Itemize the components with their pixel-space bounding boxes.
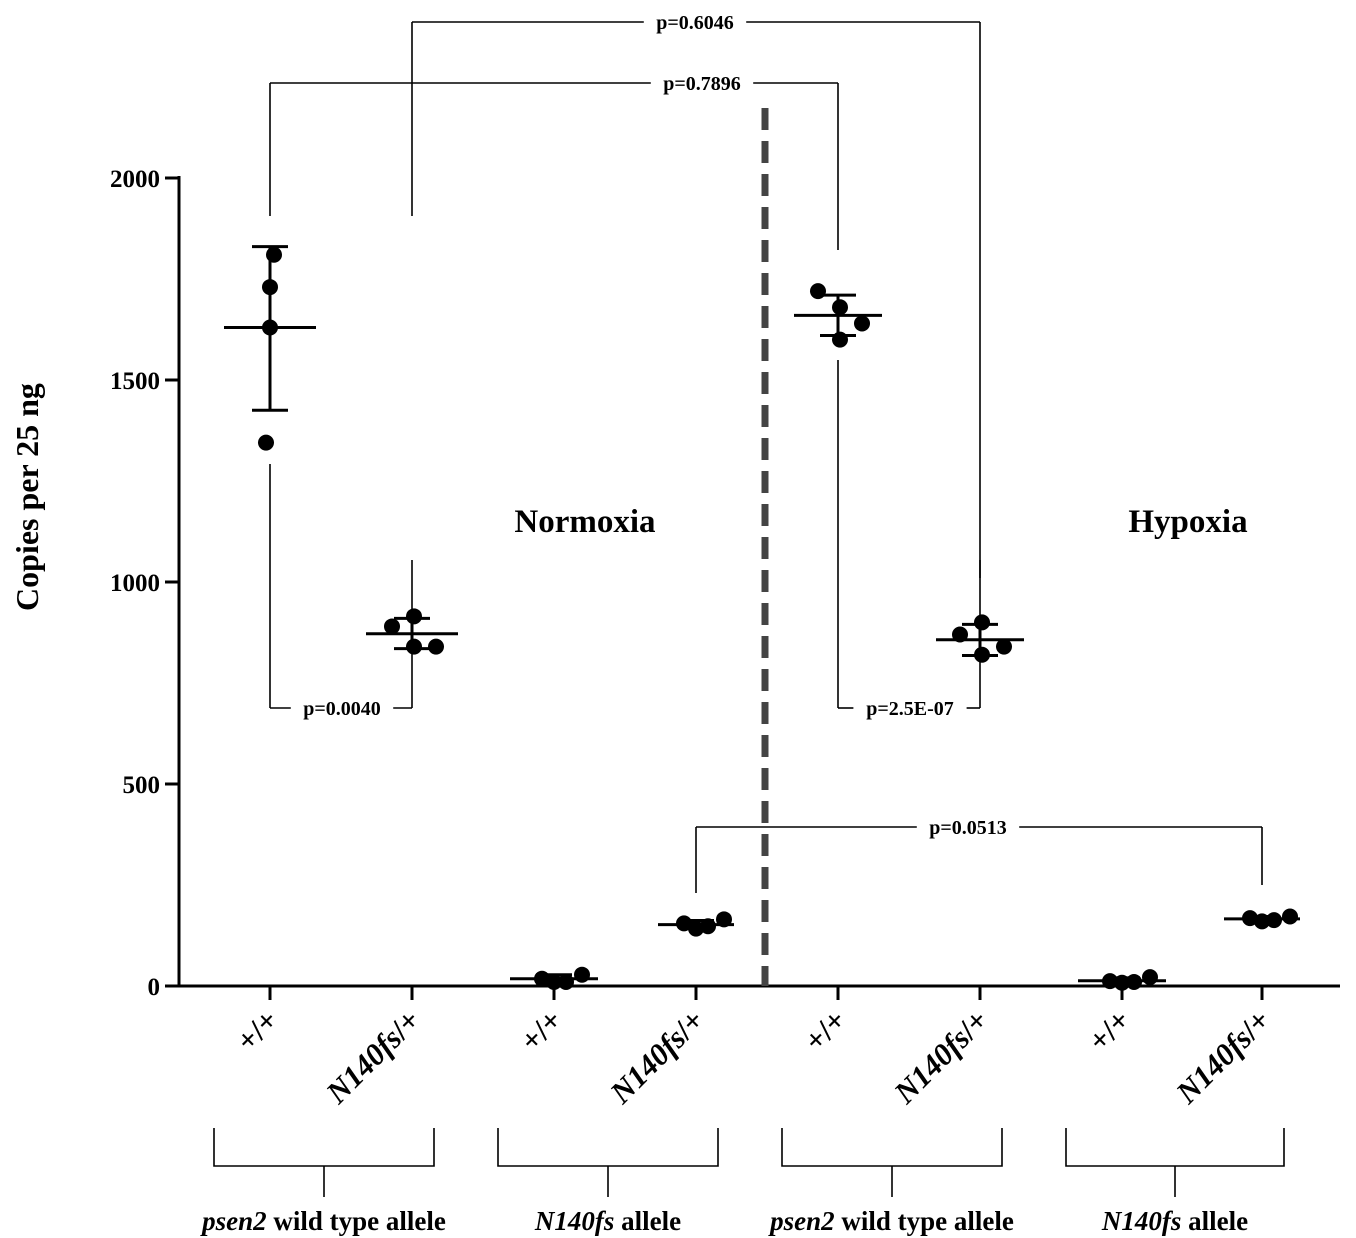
data-point bbox=[1242, 910, 1258, 927]
data-point bbox=[700, 918, 716, 935]
group-bracket-line bbox=[781, 1128, 1003, 1167]
data-point bbox=[406, 608, 422, 625]
data-point bbox=[384, 618, 400, 635]
x-category-label: +/+ bbox=[229, 1002, 285, 1058]
x-category-label: +/+ bbox=[513, 1002, 569, 1058]
data-point bbox=[810, 283, 826, 300]
data-point bbox=[974, 614, 990, 631]
data-point bbox=[574, 966, 590, 983]
x-category-label: N140fs/+ bbox=[886, 1002, 995, 1111]
y-tick-label: 2000 bbox=[110, 166, 160, 193]
data-point bbox=[1282, 908, 1298, 925]
comparison-bracket: p=0.0513 bbox=[695, 817, 1263, 893]
group-bracket: N140fs allele bbox=[497, 1128, 719, 1236]
y-tick-label: 1500 bbox=[110, 368, 160, 395]
data-point bbox=[676, 915, 692, 932]
data-point bbox=[406, 638, 422, 655]
data-point bbox=[428, 638, 444, 655]
data-point bbox=[832, 331, 848, 348]
comparison-bracket: p=0.7896 bbox=[269, 73, 839, 250]
data-point bbox=[546, 973, 562, 990]
comparison-bracket: p=0.6046 bbox=[411, 12, 981, 578]
p-value-label: p=2.5E-07 bbox=[866, 698, 954, 720]
x-category-label: N140fs/+ bbox=[318, 1002, 427, 1111]
y-tick-label: 500 bbox=[123, 772, 161, 799]
group-bracket: N140fs allele bbox=[1065, 1128, 1285, 1236]
data-point bbox=[1142, 969, 1158, 986]
p-value-label: p=0.7896 bbox=[663, 73, 741, 95]
x-category-label: N140fs/+ bbox=[1168, 1002, 1277, 1111]
group-label: psen2 wild type allele bbox=[768, 1206, 1014, 1236]
p-value-label: p=0.0513 bbox=[929, 817, 1007, 839]
data-point bbox=[258, 434, 274, 451]
data-point bbox=[1114, 974, 1130, 991]
comparison-bracket: p=2.5E-07 bbox=[837, 360, 981, 720]
data-point bbox=[1102, 973, 1118, 990]
data-point bbox=[952, 626, 968, 643]
data-point bbox=[558, 973, 574, 990]
p-value-label: p=0.6046 bbox=[656, 12, 734, 34]
data-point bbox=[1126, 973, 1142, 990]
series-7 bbox=[1224, 908, 1300, 930]
series-0 bbox=[224, 245, 316, 451]
data-point bbox=[534, 970, 550, 987]
x-category-label: +/+ bbox=[797, 1002, 853, 1058]
y-ticks: 0 500 1000 1500 2000 bbox=[110, 166, 179, 1001]
x-category-label: N140fs/+ bbox=[602, 1002, 711, 1111]
group-bracket: psen2 wild type allele bbox=[200, 1128, 446, 1236]
data-point bbox=[1266, 912, 1282, 929]
data-point bbox=[262, 319, 278, 336]
data-point bbox=[1254, 913, 1270, 930]
data-point bbox=[688, 920, 704, 937]
series-6 bbox=[1078, 969, 1166, 991]
series-3 bbox=[658, 911, 734, 937]
data-marks bbox=[224, 245, 1300, 991]
comparison-brackets: p=0.6046 p=0.7896 p=0.0040 p=2.5E-07 p=0.051… bbox=[269, 12, 1263, 893]
condition-label-normoxia: Normoxia bbox=[514, 504, 655, 540]
group-bracket-line bbox=[1065, 1128, 1285, 1167]
y-tick-label: 0 bbox=[148, 974, 161, 1001]
group-label: N140fs allele bbox=[1101, 1206, 1248, 1236]
data-point bbox=[974, 646, 990, 663]
series-4 bbox=[794, 283, 882, 348]
x-category-label: +/+ bbox=[1081, 1002, 1137, 1058]
group-bracket-line bbox=[213, 1128, 435, 1167]
comparison-bracket: p=0.0040 bbox=[269, 464, 413, 720]
x-category-labels: +/+ N140fs/+ +/+ N140fs/+ +/+ N140fs/+ +/+ N140… bbox=[229, 986, 1277, 1111]
group-bracket-line bbox=[497, 1128, 719, 1167]
group-brackets: psen2 wild type allele N140fs allele psen2… bbox=[200, 1128, 1285, 1236]
series-1 bbox=[366, 608, 458, 655]
data-point bbox=[832, 299, 848, 316]
p-value-label: p=0.0040 bbox=[303, 698, 381, 720]
group-bracket: psen2 wild type allele bbox=[768, 1128, 1014, 1236]
group-label: N140fs allele bbox=[534, 1206, 681, 1236]
data-point bbox=[716, 911, 732, 928]
condition-label-hypoxia: Hypoxia bbox=[1128, 504, 1247, 540]
y-axis-label: Copies per 25 ng bbox=[9, 383, 45, 611]
data-point bbox=[996, 638, 1012, 655]
data-point bbox=[854, 315, 870, 332]
data-point bbox=[266, 246, 282, 263]
y-tick-label: 1000 bbox=[110, 570, 160, 597]
data-point bbox=[262, 279, 278, 296]
series-2 bbox=[510, 966, 598, 990]
series-5 bbox=[936, 614, 1024, 663]
group-label: psen2 wild type allele bbox=[200, 1206, 446, 1236]
